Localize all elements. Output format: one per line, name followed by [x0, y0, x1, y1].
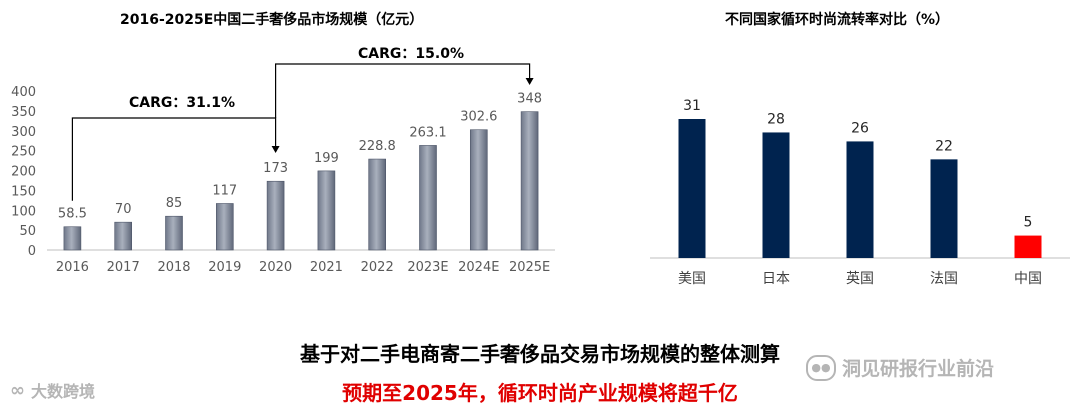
- bar: [419, 145, 437, 251]
- data-label: 5: [1024, 215, 1033, 231]
- x-tick-label: 英国: [846, 270, 874, 287]
- watermark-left-text: 大数跨境: [31, 382, 96, 401]
- data-label: 228.8: [359, 139, 396, 154]
- bar: [63, 226, 82, 251]
- y-tick-label: 200: [11, 165, 36, 180]
- y-tick-label: 100: [11, 204, 36, 219]
- y-tick-label: 50: [19, 224, 36, 239]
- left-bar-chart: 0 50 100 150 200 250 300 350 400 58.5 2016 70 2017 85…: [11, 46, 555, 275]
- cagr-label-1: CARG：31.1%: [129, 95, 235, 111]
- right-chart-title: 不同国家循环时尚流转率对比（%）: [725, 12, 950, 28]
- cagr-label-2: CARG：15.0%: [358, 46, 464, 62]
- y-tick-label: 150: [11, 184, 36, 199]
- arrowhead-icon: [271, 146, 280, 153]
- watermark-right: ●● 洞见研报行业前沿: [806, 354, 994, 381]
- left-chart-title: 2016-2025E中国二手奢侈品市场规模（亿元）: [120, 12, 424, 28]
- x-tick-label: 美国: [678, 271, 706, 287]
- cagr-bracket-1: [71, 117, 277, 201]
- x-tick-label: 2021: [310, 260, 343, 275]
- x-tick-label: 2024E: [458, 260, 499, 275]
- x-tick-label: 2025E: [509, 260, 550, 275]
- bar: [762, 132, 790, 258]
- bar: [469, 129, 488, 251]
- cagr-bracket-2: [275, 63, 531, 118]
- x-tick-label: 2022: [361, 260, 394, 275]
- x-tick-label: 日本: [762, 271, 790, 287]
- data-label: 58.5: [58, 207, 87, 222]
- y-tick-label: 250: [11, 145, 36, 160]
- y-tick-label: 0: [28, 244, 36, 259]
- data-label: 85: [166, 196, 183, 211]
- bar: [165, 215, 183, 251]
- data-label: 26: [851, 120, 869, 136]
- data-label: 70: [115, 202, 132, 217]
- caption-line-2: 预期至2025年，循环时尚产业规模将超千亿: [342, 381, 738, 405]
- arrowhead-icon: [525, 78, 534, 85]
- data-label: 263.1: [409, 125, 446, 140]
- infinity-logo-icon: ∞: [10, 379, 25, 401]
- data-label: 199: [314, 151, 339, 166]
- bar: [317, 170, 336, 251]
- bar: [1014, 235, 1042, 258]
- data-label: 28: [767, 111, 785, 127]
- bar: [678, 119, 706, 258]
- y-tick-label: 300: [11, 125, 36, 140]
- x-tick-label: 2016: [56, 260, 89, 275]
- data-label: 117: [212, 183, 237, 198]
- data-label: 31: [683, 98, 701, 114]
- data-label: 348: [517, 92, 542, 107]
- wechat-logo-icon: ●●: [806, 354, 836, 381]
- data-label: 173: [263, 161, 288, 176]
- x-tick-label: 2023E: [407, 260, 448, 275]
- x-tick-label: 法国: [930, 271, 958, 287]
- bar: [266, 180, 285, 251]
- bar: [216, 203, 234, 251]
- watermark-left: ∞ 大数跨境: [10, 378, 95, 402]
- x-tick-label: 2020: [259, 260, 292, 275]
- y-tick-label: 400: [11, 85, 36, 100]
- data-label: 22: [935, 138, 953, 154]
- data-label: 302.6: [460, 110, 497, 125]
- watermark-right-text: 洞见研报行业前沿: [842, 358, 995, 380]
- bar: [520, 111, 539, 251]
- bar: [930, 159, 958, 258]
- x-tick-label: 中国: [1014, 271, 1042, 287]
- x-tick-label: 2017: [107, 260, 140, 275]
- right-bar-chart: 31 美国 28 日本 26 英国 22 法国 5 中国: [650, 98, 1070, 287]
- x-tick-label: 2018: [157, 260, 190, 275]
- bar: [846, 141, 874, 258]
- bar: [368, 158, 387, 251]
- caption-line-1: 基于对二手电商寄二手奢侈品交易市场规模的整体测算: [300, 342, 780, 366]
- y-tick-label: 350: [11, 105, 36, 120]
- bar: [114, 221, 132, 251]
- x-tick-label: 2019: [208, 260, 241, 275]
